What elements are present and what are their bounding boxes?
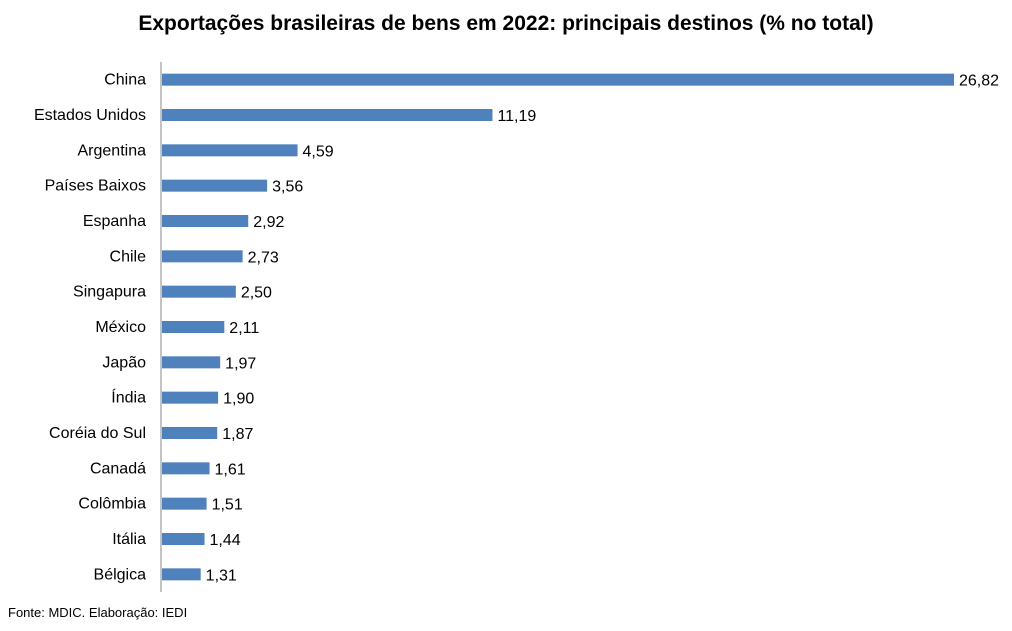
bar — [162, 321, 225, 333]
value-label: 3,56 — [272, 179, 303, 196]
category-label: Estados Unidos — [34, 107, 146, 124]
category-label: Argentina — [78, 142, 147, 159]
value-label: 1,90 — [223, 391, 254, 408]
category-label: Japão — [102, 354, 146, 371]
category-label: Países Baixos — [45, 178, 146, 195]
category-label: Coréia do Sul — [49, 425, 146, 442]
category-label: Índia — [111, 388, 146, 407]
category-label: México — [95, 319, 146, 336]
bar — [162, 250, 243, 263]
bar — [162, 179, 268, 192]
value-label: 2,73 — [248, 249, 279, 266]
bar — [162, 533, 205, 545]
category-label: China — [104, 72, 146, 89]
bar — [162, 144, 298, 157]
category-label: Chile — [110, 248, 147, 265]
bar — [162, 462, 210, 475]
bar — [162, 427, 218, 439]
chart-title: Exportações brasileiras de bens em 2022:… — [138, 12, 874, 35]
bar — [162, 391, 219, 404]
value-label: 1,87 — [222, 426, 253, 443]
value-label: 1,44 — [210, 532, 241, 549]
value-label: 26,82 — [959, 73, 999, 90]
bar — [162, 497, 207, 510]
bar — [162, 73, 954, 86]
bar — [162, 356, 221, 369]
category-label: Bélgica — [94, 566, 147, 583]
value-label: 2,92 — [253, 214, 284, 231]
category-label: Canadá — [90, 460, 146, 477]
category-label: Colômbia — [78, 496, 146, 513]
bar — [162, 215, 249, 227]
bar — [162, 285, 236, 298]
category-label: Espanha — [83, 213, 146, 230]
value-label: 1,61 — [215, 461, 246, 478]
source-note: Fonte: MDIC. Elaboração: IEDI — [8, 605, 188, 620]
value-label: 11,19 — [497, 108, 536, 125]
category-label: Itália — [112, 531, 146, 548]
value-label: 2,50 — [241, 285, 272, 302]
bar — [162, 568, 201, 581]
value-label: 1,51 — [212, 497, 243, 514]
category-label: Singapura — [73, 284, 146, 301]
bars-group: China 26,82 Estados Unidos 11,19 Argentina 4,… — [34, 72, 999, 585]
value-label: 1,97 — [225, 355, 256, 372]
bar — [162, 109, 493, 121]
value-label: 1,31 — [206, 567, 237, 584]
value-label: 4,59 — [303, 143, 334, 160]
value-label: 2,11 — [229, 320, 259, 337]
